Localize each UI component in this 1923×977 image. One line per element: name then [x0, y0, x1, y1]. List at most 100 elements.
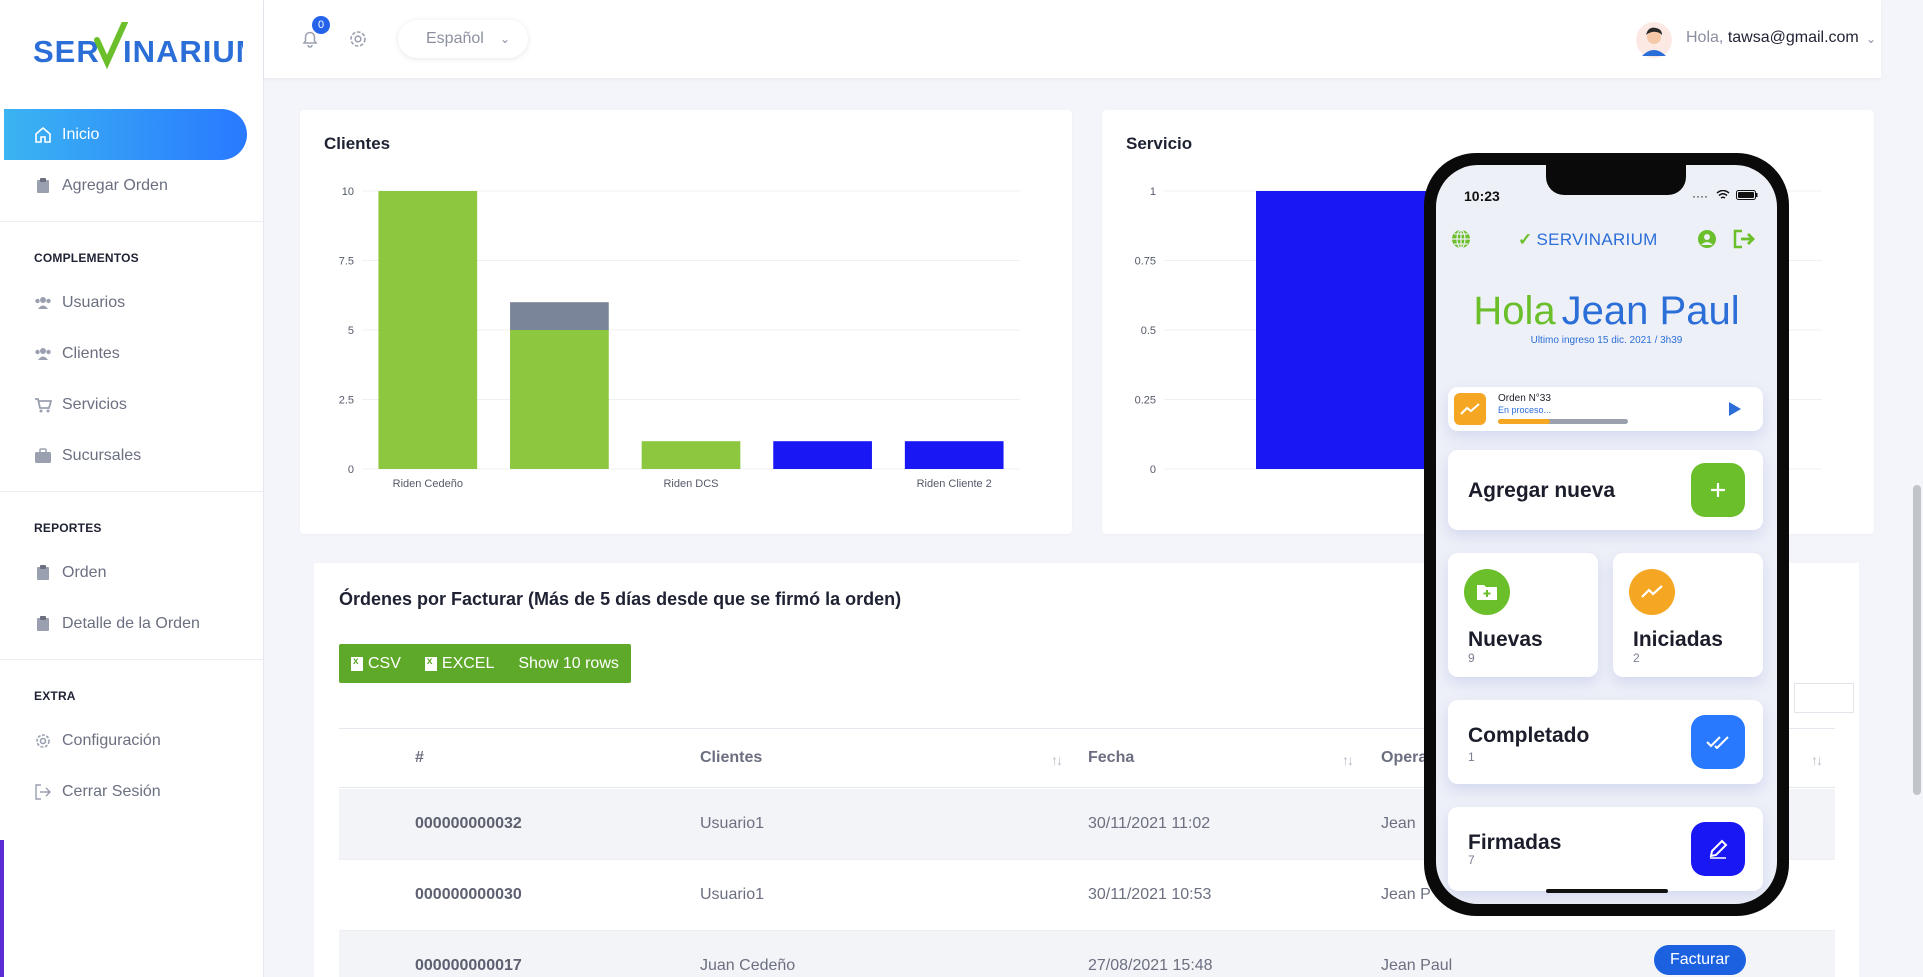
clientes-bar-chart: 10 7.5 5 2.5 0 Riden Cedeño Riden DCS Riden Cli… [339, 186, 1020, 490]
greeting-prefix: Hola, [1686, 29, 1724, 46]
briefcase-icon [34, 447, 52, 465]
play-icon[interactable] [1728, 401, 1742, 417]
column-header-clientes[interactable]: Clientes [700, 749, 763, 766]
user-greeting[interactable]: Hola, tawsa@gmail.com [1686, 29, 1859, 47]
order-operator: Jean [1381, 815, 1416, 832]
sort-icon[interactable]: ↑↓ [1811, 752, 1823, 768]
trending-icon [1629, 569, 1675, 615]
sidebar-item-label: Inicio [62, 125, 100, 143]
sidebar-item-sucursales[interactable]: Sucursales [4, 430, 247, 481]
welcome-heading: Hola Jean Paul [1436, 289, 1777, 334]
tile-label: Nuevas [1468, 628, 1543, 651]
excel-button[interactable]: EXCEL [413, 644, 506, 683]
order-date: 30/11/2021 11:02 [1088, 815, 1211, 832]
sidebar-item-servicios[interactable]: Servicios [4, 379, 247, 430]
sidebar-item-inicio[interactable]: Inicio [4, 109, 247, 160]
user-profile-icon[interactable] [1697, 229, 1717, 249]
clipboard-icon [34, 177, 52, 195]
app-brand: ✓ SERVINARIUM [1518, 230, 1658, 250]
add-new-label: Agregar nueva [1468, 479, 1616, 502]
topbar [264, 0, 1881, 78]
file-excel-icon [351, 656, 363, 671]
section-title-reportes: REPORTES [34, 521, 102, 535]
sort-icon[interactable]: ↑↓ [1051, 752, 1063, 768]
sidebar-item-label: Detalle de la Orden [62, 614, 200, 632]
sidebar-item-clientes[interactable]: Clientes [4, 328, 247, 379]
tile-completado[interactable]: Completado 1 [1448, 700, 1763, 784]
current-order-status: En proceso... [1498, 405, 1552, 415]
sidebar-item-label: Orden [62, 563, 107, 581]
current-order-card[interactable]: Orden N°33 En proceso... [1448, 387, 1763, 431]
x-tick-label: Riden DCS [663, 478, 718, 490]
column-header-fecha[interactable]: Fecha [1088, 749, 1135, 766]
logout-icon[interactable] [1733, 229, 1755, 249]
csv-button[interactable]: CSV [339, 644, 413, 683]
bar [510, 302, 609, 330]
table-row[interactable]: 000000000017 Juan Cedeño 27/08/2021 15:4… [339, 931, 1835, 977]
y-tick-label: 0 [1150, 464, 1156, 476]
home-icon [34, 126, 52, 144]
sidebar-item-label: Sucursales [62, 446, 142, 464]
table-search-input[interactable] [1794, 683, 1854, 713]
sidebar-item-label: Servicios [62, 395, 127, 413]
sidebar-divider [0, 221, 264, 222]
y-tick-label: 5 [348, 325, 354, 337]
avatar[interactable] [1636, 22, 1672, 58]
plus-icon[interactable] [1691, 463, 1745, 517]
language-select[interactable]: Español ⌄ [398, 20, 528, 58]
tile-label: Firmadas [1468, 831, 1562, 854]
user-email: tawsa@gmail.com [1727, 29, 1859, 46]
tile-count: 1 [1468, 750, 1475, 764]
bell-icon[interactable] [300, 29, 320, 49]
last-login: Ultimo ingreso 15 dic. 2021 / 3h39 [1530, 335, 1683, 346]
column-header-number[interactable]: # [415, 749, 424, 766]
order-progress-fill [1498, 419, 1550, 424]
y-tick-label: 1 [1150, 186, 1156, 198]
table-row[interactable]: 000000000030 Usuario1 30/11/2021 10:53 J… [339, 860, 1835, 931]
sidebar-edge-accent [0, 840, 4, 977]
sort-icon[interactable]: ↑↓ [1342, 752, 1354, 768]
order-date: 27/08/2021 15:48 [1088, 957, 1213, 974]
chevron-down-icon[interactable]: ⌄ [1866, 32, 1877, 46]
column-header-operador[interactable]: Opera [1381, 749, 1428, 766]
current-order-number: Orden N°33 [1498, 393, 1551, 404]
app-brand-text: SERVINARIUM [1536, 230, 1658, 249]
order-id: 000000000032 [415, 815, 522, 832]
servinarium-logo[interactable]: SER INARIUM [33, 22, 243, 72]
y-tick-label: 2.5 [339, 395, 354, 407]
chart-title-clientes: Clientes [324, 134, 391, 153]
order-client: Usuario1 [700, 815, 765, 832]
phone-mockup: 10:23 ···· ✓ SERVINARIUM Hola Jean Paul Ul… [1424, 153, 1789, 916]
check-icon: ✓ [1518, 230, 1533, 249]
bar [378, 191, 478, 469]
bar [904, 441, 1004, 469]
sidebar-item-label: Agregar Orden [62, 176, 168, 194]
folder-add-icon [1464, 569, 1510, 615]
order-client: Juan Cedeño [700, 957, 796, 974]
status-bar-time: 10:23 [1464, 188, 1500, 204]
welcome-hello: Hola [1473, 289, 1556, 333]
x-tick-label: Riden Cedeño [393, 478, 463, 490]
facturar-button[interactable]: Facturar [1654, 945, 1746, 975]
show-rows-button[interactable]: Show 10 rows [506, 644, 631, 683]
sidebar-item-cerrar-sesion[interactable]: Cerrar Sesión [4, 766, 247, 817]
sidebar-item-orden[interactable]: Orden [4, 547, 247, 598]
sidebar-item-label: Clientes [62, 344, 120, 362]
tile-iniciadas[interactable]: Iniciadas 2 [1613, 553, 1763, 677]
settings-gear-icon[interactable] [348, 29, 368, 49]
tile-firmadas[interactable]: Firmadas 7 [1448, 807, 1763, 891]
file-excel-icon [424, 656, 437, 671]
sidebar-item-detalle-orden[interactable]: Detalle de la Orden [4, 598, 247, 649]
signature-pen-icon [1691, 822, 1745, 876]
sidebar-item-agregar-orden[interactable]: Agregar Orden [4, 160, 247, 211]
sidebar-item-configuracion[interactable]: Configuración [4, 715, 247, 766]
sidebar-item-usuarios[interactable]: Usuarios [4, 277, 247, 328]
tile-nuevas[interactable]: Nuevas 9 [1448, 553, 1598, 677]
order-date: 30/11/2021 10:53 [1088, 886, 1212, 903]
globe-icon[interactable] [1450, 228, 1472, 250]
users-icon [34, 294, 52, 312]
add-new-order-card[interactable]: Agregar nueva [1448, 450, 1763, 530]
clipboard-icon [34, 564, 52, 582]
y-tick-label: 0.25 [1135, 395, 1156, 407]
page-scrollbar-thumb[interactable] [1913, 485, 1921, 795]
